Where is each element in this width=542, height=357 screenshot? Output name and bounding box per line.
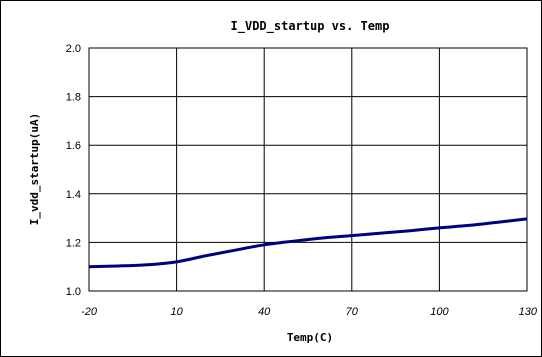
series-group <box>88 217 528 269</box>
plot-area <box>88 47 528 292</box>
x-tick-label: 40 <box>258 306 271 318</box>
grid-lines <box>89 48 527 291</box>
x-tick-label: 100 <box>430 306 449 318</box>
y-axis-title: I_vdd_startup(uA) <box>28 113 41 226</box>
y-tick-label: 2.0 <box>66 43 81 55</box>
x-axis-ticks: -20 10 40 70 100 130 <box>81 306 538 318</box>
y-tick-label: 1.0 <box>66 286 81 298</box>
y-tick-label: 1.8 <box>66 92 81 104</box>
x-tick-label: 130 <box>519 306 538 318</box>
x-tick-label: 10 <box>170 306 183 318</box>
y-tick-label: 1.4 <box>66 189 81 201</box>
chart-title: I_VDD_startup vs. Temp <box>231 19 390 34</box>
series-line-0 <box>88 217 528 269</box>
y-tick-label: 1.6 <box>66 140 81 152</box>
x-tick-label: -20 <box>81 306 98 318</box>
x-axis-title: Temp(C) <box>287 331 333 344</box>
y-tick-label: 1.2 <box>66 237 81 249</box>
y-axis-ticks: 1.0 1.2 1.4 1.6 1.8 2.0 <box>66 43 81 298</box>
x-tick-label: 70 <box>346 306 359 318</box>
